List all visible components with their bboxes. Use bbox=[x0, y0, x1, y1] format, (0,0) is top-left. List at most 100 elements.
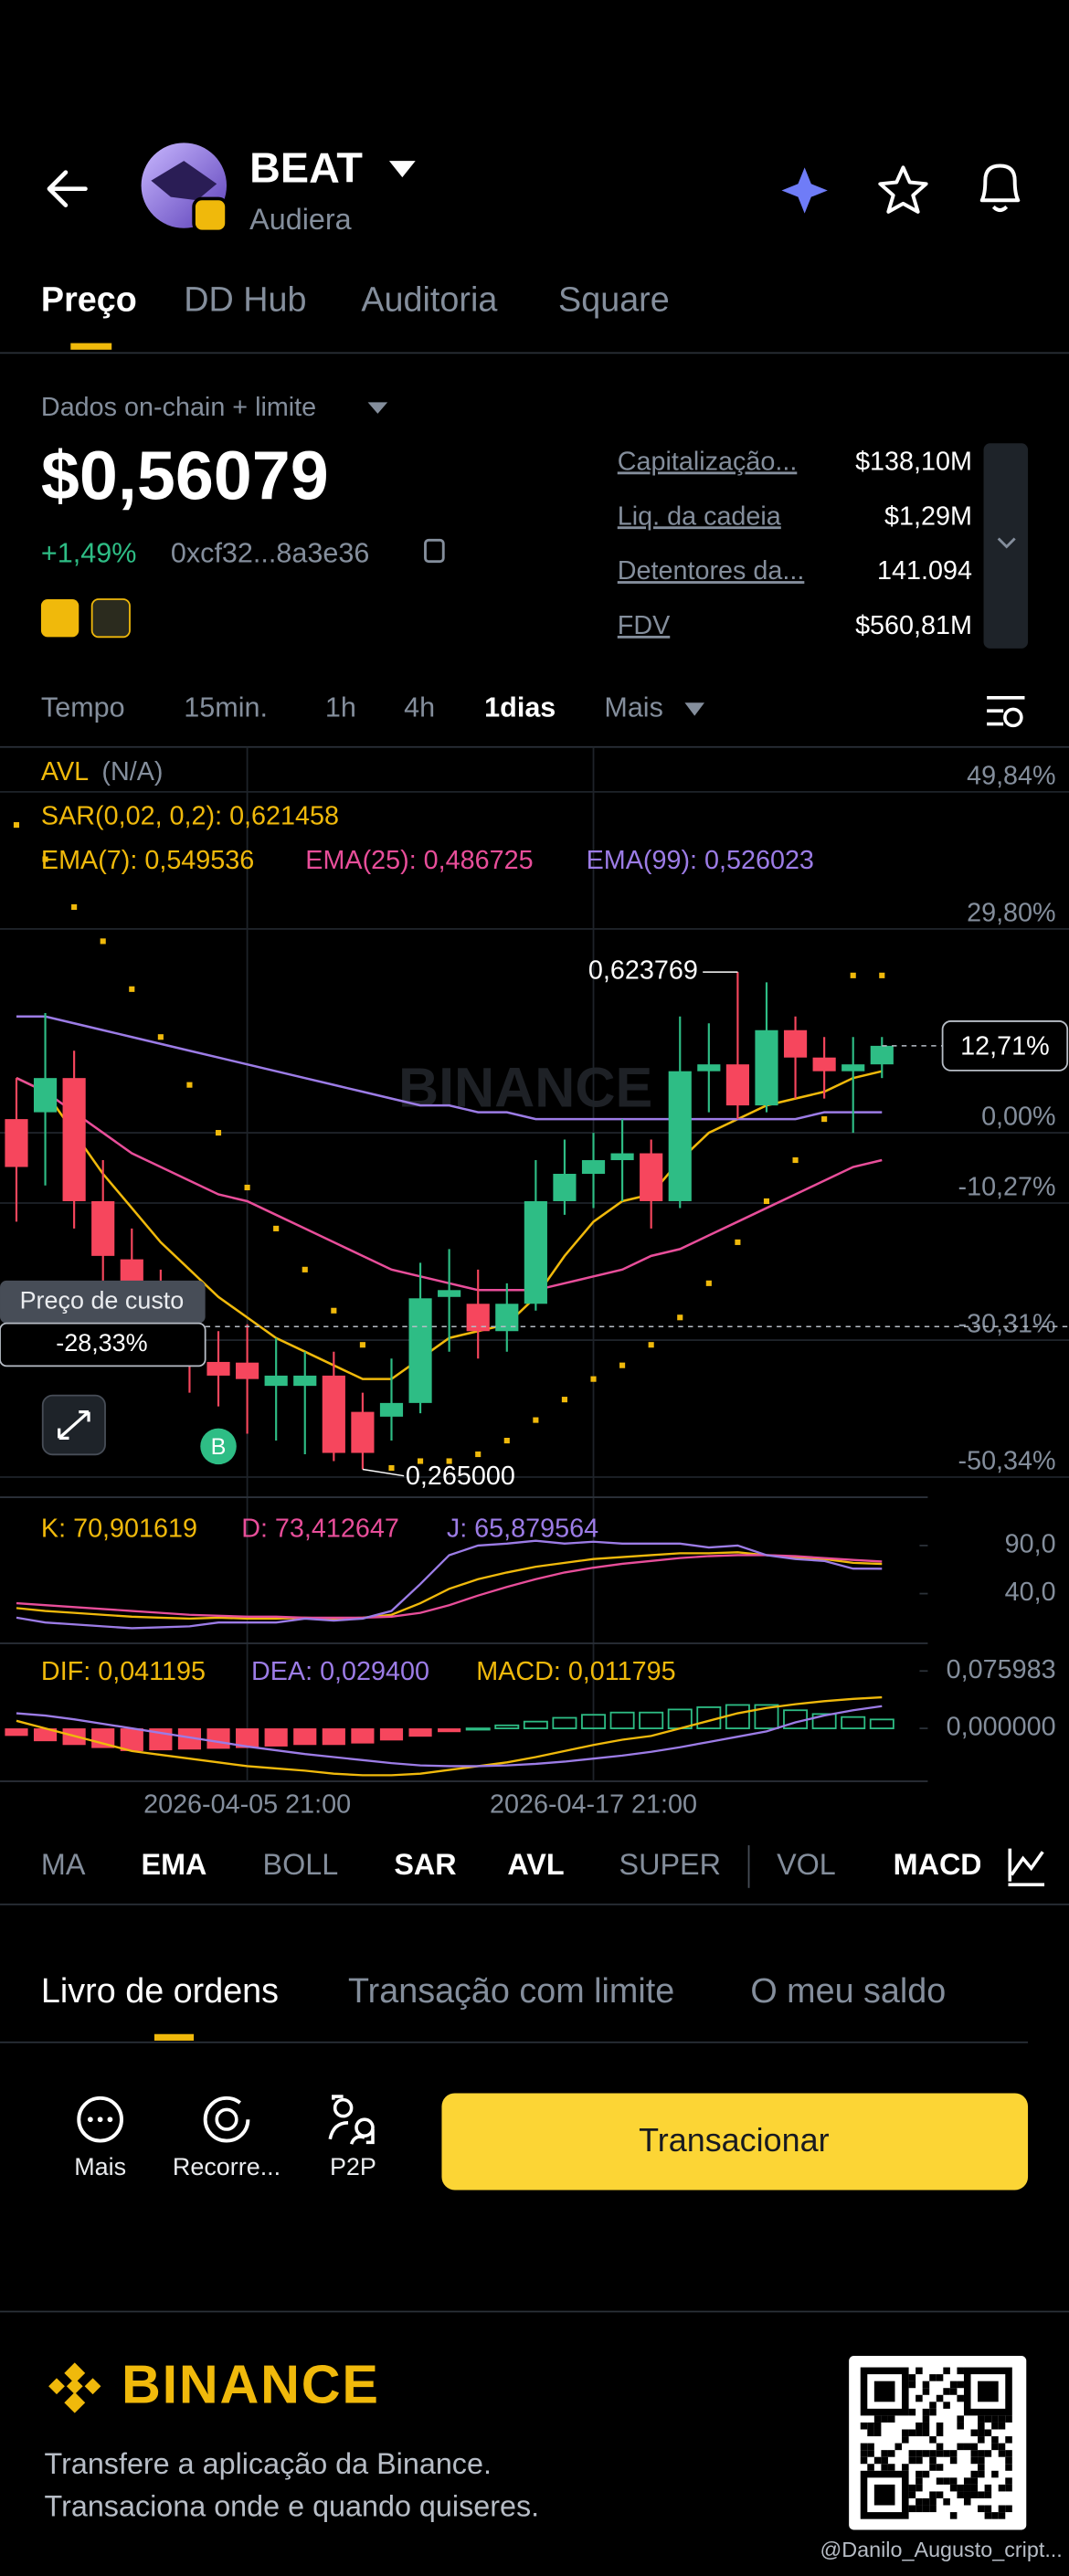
tab[interactable]: DD Hub bbox=[184, 280, 306, 319]
copy-icon[interactable] bbox=[424, 538, 445, 564]
qr-cell bbox=[998, 2512, 1006, 2519]
trade-button[interactable] bbox=[441, 2093, 1029, 2191]
sar-dot bbox=[331, 1307, 337, 1314]
dot bbox=[97, 2117, 103, 2123]
qr-cell bbox=[922, 2415, 930, 2423]
qr-cell bbox=[957, 2443, 964, 2451]
settings-gear bbox=[1003, 707, 1023, 728]
qr-cell bbox=[902, 2429, 909, 2437]
macd-bar bbox=[811, 1713, 837, 1729]
y-tick-label: -10,27% bbox=[958, 1172, 1056, 1201]
p2p-icon[interactable] bbox=[333, 2097, 354, 2118]
qr-cell bbox=[998, 2415, 1006, 2423]
action-label[interactable]: Mais bbox=[74, 2153, 126, 2180]
interval-tab[interactable]: Tempo bbox=[41, 692, 125, 723]
candle-body bbox=[553, 1174, 577, 1201]
stat-label: Liq. da cadeia bbox=[618, 501, 781, 531]
tab[interactable]: Preço bbox=[41, 280, 137, 319]
qr-cell bbox=[970, 2470, 979, 2478]
interval-tab[interactable]: 4h bbox=[404, 692, 435, 723]
macd-bar bbox=[120, 1728, 143, 1751]
qr-cell bbox=[908, 2491, 916, 2498]
ema-label: EMA(99): 0,526023 bbox=[587, 846, 814, 875]
action-label[interactable]: Recorre... bbox=[173, 2153, 280, 2180]
interval-tab[interactable]: 15min. bbox=[184, 692, 268, 723]
indicator-tab[interactable]: SUPER bbox=[619, 1848, 721, 1881]
qr-cell bbox=[922, 2381, 930, 2389]
indicator-tab[interactable]: AVL bbox=[507, 1848, 564, 1881]
chart-type-icon[interactable] bbox=[1008, 1848, 1045, 1886]
cost-title: Preço de custo bbox=[20, 1286, 185, 1314]
bottom-tab[interactable]: Livro de ordens bbox=[41, 1971, 279, 2010]
indicator-tab[interactable]: VOL bbox=[777, 1848, 836, 1881]
sar-dot bbox=[879, 972, 885, 978]
data-source[interactable]: Dados on-chain + limite bbox=[41, 393, 316, 422]
macd-bar bbox=[494, 1724, 520, 1729]
qr-cell bbox=[881, 2450, 888, 2457]
tab[interactable]: Auditoria bbox=[361, 280, 497, 319]
indicator-tab[interactable]: MACD bbox=[894, 1848, 982, 1881]
qr-cell bbox=[949, 2512, 958, 2519]
sar-dot bbox=[302, 1266, 308, 1272]
tab[interactable]: Square bbox=[558, 280, 670, 319]
bottom-tab[interactable]: O meu saldo bbox=[750, 1971, 946, 2010]
trade-button-label[interactable]: Transacionar bbox=[639, 2121, 829, 2159]
x-tick-label: 2026-04-17 21:00 bbox=[490, 1790, 697, 1820]
macd-bar bbox=[869, 1718, 894, 1729]
chart-settings[interactable] bbox=[987, 696, 1025, 726]
qr-cell bbox=[998, 2450, 1006, 2457]
favorite-icon[interactable] bbox=[878, 165, 928, 214]
bottom-tab[interactable]: Transação com limite bbox=[348, 1971, 674, 2010]
y-tick-label: -30,31% bbox=[958, 1309, 1056, 1338]
kdj-label: D: 73,412647 bbox=[241, 1515, 399, 1544]
recurring-icon[interactable] bbox=[203, 2096, 250, 2143]
macd-bar bbox=[351, 1728, 375, 1744]
qr-cell bbox=[908, 2505, 916, 2513]
y-tick-label: 0,075983 bbox=[947, 1655, 1056, 1684]
interval-tab[interactable]: 1h bbox=[325, 692, 356, 723]
indicator-tab[interactable]: EMA bbox=[142, 1848, 207, 1881]
indicator-tab[interactable]: MA bbox=[41, 1848, 86, 1881]
macd-bar bbox=[264, 1728, 288, 1747]
sar-dot bbox=[735, 1239, 741, 1245]
indicator-tab[interactable]: SAR bbox=[394, 1848, 456, 1881]
macd-bar bbox=[236, 1728, 259, 1748]
action-label[interactable]: P2P bbox=[330, 2153, 376, 2180]
qr-cell bbox=[867, 2450, 874, 2457]
qr-cell bbox=[949, 2484, 958, 2492]
qr-cell bbox=[984, 2450, 992, 2457]
more-icon[interactable] bbox=[77, 2096, 123, 2143]
current-tag bbox=[941, 1020, 1069, 1072]
qr-cell bbox=[978, 2505, 985, 2513]
alert-icon[interactable] bbox=[979, 164, 1021, 213]
qr-cell bbox=[908, 2408, 916, 2416]
qr-cell bbox=[949, 2388, 958, 2395]
interval-tab[interactable]: 1dias bbox=[484, 692, 556, 723]
interval-tab[interactable]: Mais bbox=[604, 692, 663, 723]
qr-cell bbox=[978, 2429, 985, 2437]
qr-cell bbox=[1005, 2505, 1012, 2513]
qr-cell bbox=[894, 2443, 903, 2451]
ai-icon[interactable] bbox=[781, 167, 828, 214]
source-dropdown[interactable] bbox=[367, 402, 388, 414]
candle-body bbox=[322, 1375, 345, 1453]
footer-text: Transaciona onde e quando quiseres. bbox=[45, 2490, 540, 2523]
back-button[interactable] bbox=[47, 170, 88, 207]
macd-bar bbox=[841, 1716, 866, 1729]
macd-bar bbox=[465, 1727, 491, 1731]
avatar-art bbox=[151, 161, 217, 201]
qr-cell bbox=[936, 2477, 944, 2485]
qr-cell bbox=[881, 2415, 888, 2423]
symbol-dropdown[interactable] bbox=[388, 161, 416, 178]
qr-cell bbox=[936, 2429, 944, 2437]
macd-bar bbox=[408, 1728, 432, 1737]
qr-cell bbox=[991, 2470, 999, 2478]
qr-cell bbox=[963, 2477, 971, 2485]
qr-cell bbox=[936, 2394, 944, 2402]
qr-cell bbox=[881, 2464, 888, 2471]
qr-cell bbox=[970, 2429, 979, 2437]
qr-cell bbox=[978, 2436, 985, 2444]
qr-cell bbox=[916, 2422, 923, 2430]
indicator-tab[interactable]: BOLL bbox=[263, 1848, 339, 1881]
